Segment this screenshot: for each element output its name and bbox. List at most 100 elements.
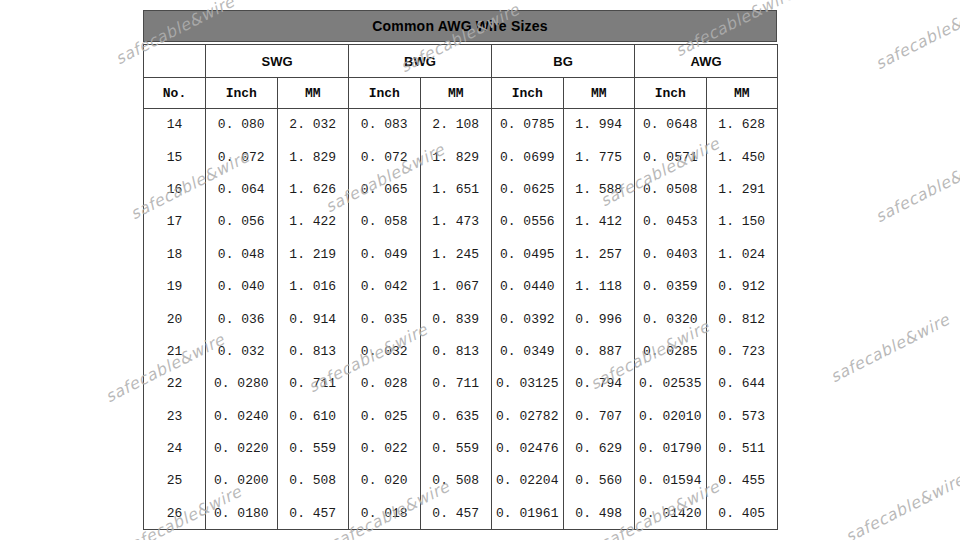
header-bwg-mm: MM bbox=[420, 78, 492, 109]
cell-bg-mm: 0. 629 bbox=[563, 432, 635, 464]
column-group-bwg: BWG bbox=[349, 45, 492, 78]
cell-awg-mm: 0. 644 bbox=[706, 368, 778, 400]
header-swg-mm: MM bbox=[277, 78, 349, 109]
cell-awg-mm: 1. 450 bbox=[706, 141, 778, 173]
cell-bwg-inch: 0. 018 bbox=[349, 497, 421, 529]
table-row: 180. 0481. 2190. 0491. 2450. 04951. 2570… bbox=[144, 238, 778, 270]
cell-awg-inch: 0. 0320 bbox=[635, 303, 707, 335]
watermark-text: safecable&wire bbox=[872, 0, 960, 73]
cell-bwg-mm: 0. 635 bbox=[420, 400, 492, 432]
cell-swg-inch: 0. 0220 bbox=[206, 432, 278, 464]
header-no: No. bbox=[144, 78, 206, 109]
header-bg-inch: Inch bbox=[492, 78, 564, 109]
cell-bwg-mm: 0. 457 bbox=[420, 497, 492, 529]
table-row: 220. 02800. 7110. 0280. 7110. 031250. 79… bbox=[144, 368, 778, 400]
cell-bwg-inch: 0. 083 bbox=[349, 109, 421, 141]
cell-bwg-mm: 0. 508 bbox=[420, 465, 492, 497]
cell-no: 26 bbox=[144, 497, 206, 529]
cell-bwg-inch: 0. 049 bbox=[349, 238, 421, 270]
cell-bg-mm: 0. 707 bbox=[563, 400, 635, 432]
table-row: 150. 0721. 8290. 0721. 8290. 06991. 7750… bbox=[144, 141, 778, 173]
wire-size-table: SWG BWG BG AWG No. Inch MM Inch MM Inch … bbox=[143, 44, 778, 530]
cell-awg-inch: 0. 01790 bbox=[635, 432, 707, 464]
cell-awg-inch: 0. 02010 bbox=[635, 400, 707, 432]
table-row: 210. 0320. 8130. 0320. 8130. 03490. 8870… bbox=[144, 335, 778, 367]
cell-awg-inch: 0. 0285 bbox=[635, 335, 707, 367]
cell-bwg-mm: 1. 473 bbox=[420, 206, 492, 238]
cell-swg-mm: 0. 457 bbox=[277, 497, 349, 529]
cell-swg-inch: 0. 064 bbox=[206, 173, 278, 205]
cell-bg-inch: 0. 03125 bbox=[492, 368, 564, 400]
cell-no: 15 bbox=[144, 141, 206, 173]
cell-swg-inch: 0. 0200 bbox=[206, 465, 278, 497]
cell-no: 24 bbox=[144, 432, 206, 464]
cell-bwg-mm: 0. 711 bbox=[420, 368, 492, 400]
group-header-row: SWG BWG BG AWG bbox=[144, 45, 778, 78]
cell-bwg-mm: 0. 813 bbox=[420, 335, 492, 367]
cell-no: 17 bbox=[144, 206, 206, 238]
cell-bg-inch: 0. 0785 bbox=[492, 109, 564, 141]
cell-awg-mm: 1. 150 bbox=[706, 206, 778, 238]
cell-swg-inch: 0. 0280 bbox=[206, 368, 278, 400]
cell-swg-mm: 0. 508 bbox=[277, 465, 349, 497]
table-row: 170. 0561. 4220. 0581. 4730. 05561. 4120… bbox=[144, 206, 778, 238]
cell-swg-mm: 0. 711 bbox=[277, 368, 349, 400]
table-row: 230. 02400. 6100. 0250. 6350. 027820. 70… bbox=[144, 400, 778, 432]
header-swg-inch: Inch bbox=[206, 78, 278, 109]
cell-bwg-mm: 0. 559 bbox=[420, 432, 492, 464]
cell-bg-mm: 0. 794 bbox=[563, 368, 635, 400]
cell-swg-mm: 0. 559 bbox=[277, 432, 349, 464]
cell-swg-mm: 1. 829 bbox=[277, 141, 349, 173]
table-title-bar: Common AWG Wire Sizes bbox=[143, 10, 777, 42]
cell-awg-inch: 0. 0403 bbox=[635, 238, 707, 270]
corner-cell bbox=[144, 45, 206, 78]
cell-bg-inch: 0. 0556 bbox=[492, 206, 564, 238]
cell-swg-mm: 0. 914 bbox=[277, 303, 349, 335]
wire-size-table-block: Common AWG Wire Sizes SWG BWG BG AWG No.… bbox=[143, 10, 777, 530]
cell-no: 21 bbox=[144, 335, 206, 367]
watermark-text: safecable&wire bbox=[872, 150, 960, 226]
table-row: 160. 0641. 6260. 0651. 6510. 06251. 5880… bbox=[144, 173, 778, 205]
cell-bg-mm: 0. 887 bbox=[563, 335, 635, 367]
cell-swg-inch: 0. 056 bbox=[206, 206, 278, 238]
cell-bwg-inch: 0. 035 bbox=[349, 303, 421, 335]
cell-awg-mm: 0. 723 bbox=[706, 335, 778, 367]
column-group-awg: AWG bbox=[635, 45, 778, 78]
cell-no: 16 bbox=[144, 173, 206, 205]
table-row: 190. 0401. 0160. 0421. 0670. 04401. 1180… bbox=[144, 270, 778, 302]
cell-bg-mm: 1. 994 bbox=[563, 109, 635, 141]
cell-swg-inch: 0. 080 bbox=[206, 109, 278, 141]
column-group-bg: BG bbox=[492, 45, 635, 78]
cell-awg-mm: 0. 812 bbox=[706, 303, 778, 335]
cell-swg-inch: 0. 036 bbox=[206, 303, 278, 335]
cell-bg-inch: 0. 02476 bbox=[492, 432, 564, 464]
cell-bg-mm: 1. 775 bbox=[563, 141, 635, 173]
cell-swg-mm: 1. 016 bbox=[277, 270, 349, 302]
cell-bg-mm: 0. 996 bbox=[563, 303, 635, 335]
cell-awg-inch: 0. 01594 bbox=[635, 465, 707, 497]
cell-bg-inch: 0. 0699 bbox=[492, 141, 564, 173]
cell-bwg-inch: 0. 072 bbox=[349, 141, 421, 173]
cell-swg-inch: 0. 0180 bbox=[206, 497, 278, 529]
cell-bg-mm: 0. 498 bbox=[563, 497, 635, 529]
header-bwg-inch: Inch bbox=[349, 78, 421, 109]
cell-bg-mm: 1. 257 bbox=[563, 238, 635, 270]
cell-awg-mm: 0. 455 bbox=[706, 465, 778, 497]
cell-awg-mm: 0. 912 bbox=[706, 270, 778, 302]
cell-bg-mm: 1. 412 bbox=[563, 206, 635, 238]
cell-bg-inch: 0. 0495 bbox=[492, 238, 564, 270]
cell-bg-inch: 0. 02782 bbox=[492, 400, 564, 432]
cell-bwg-mm: 1. 829 bbox=[420, 141, 492, 173]
cell-swg-inch: 0. 072 bbox=[206, 141, 278, 173]
cell-bwg-mm: 1. 651 bbox=[420, 173, 492, 205]
cell-bg-inch: 0. 0625 bbox=[492, 173, 564, 205]
cell-bwg-mm: 2. 108 bbox=[420, 109, 492, 141]
cell-swg-inch: 0. 0240 bbox=[206, 400, 278, 432]
cell-swg-mm: 0. 813 bbox=[277, 335, 349, 367]
sub-header-row: No. Inch MM Inch MM Inch MM Inch MM bbox=[144, 78, 778, 109]
cell-bwg-inch: 0. 025 bbox=[349, 400, 421, 432]
cell-awg-mm: 0. 511 bbox=[706, 432, 778, 464]
column-group-swg: SWG bbox=[206, 45, 349, 78]
cell-bg-inch: 0. 02204 bbox=[492, 465, 564, 497]
table-row: 250. 02000. 5080. 0200. 5080. 022040. 56… bbox=[144, 465, 778, 497]
